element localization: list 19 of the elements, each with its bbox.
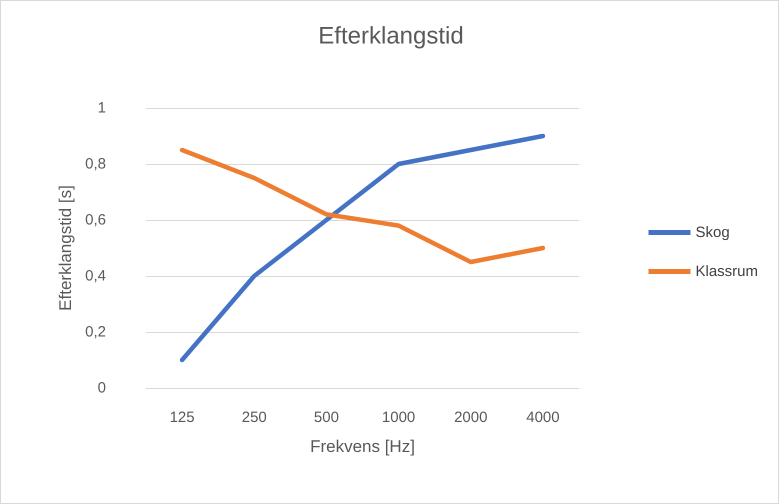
legend-label: Skog xyxy=(695,224,730,241)
y-axis-title: Efterklangstid [s] xyxy=(56,185,76,311)
y-tick-label: 1 xyxy=(98,100,106,116)
line-series xyxy=(180,134,546,362)
x-axis-title: Frekvens [Hz] xyxy=(310,437,415,456)
x-tick-label: 1000 xyxy=(382,409,416,426)
line-series xyxy=(180,148,546,264)
y-tick-label: 0,8 xyxy=(85,156,106,172)
chart-title: Efterklangstid xyxy=(318,22,464,50)
x-tick-label: 500 xyxy=(314,409,339,426)
x-tick-label: 2000 xyxy=(454,409,488,426)
x-tick-label: 250 xyxy=(242,409,267,426)
y-tick-label: 0,6 xyxy=(85,212,106,228)
x-tick-label: 125 xyxy=(170,409,195,426)
y-tick-label: 0,4 xyxy=(85,268,106,284)
y-tick-label: 0 xyxy=(98,380,106,396)
y-tick-label: 0,2 xyxy=(85,324,106,340)
legend-label: Klassrum xyxy=(695,263,758,280)
x-tick-label: 4000 xyxy=(526,409,560,426)
